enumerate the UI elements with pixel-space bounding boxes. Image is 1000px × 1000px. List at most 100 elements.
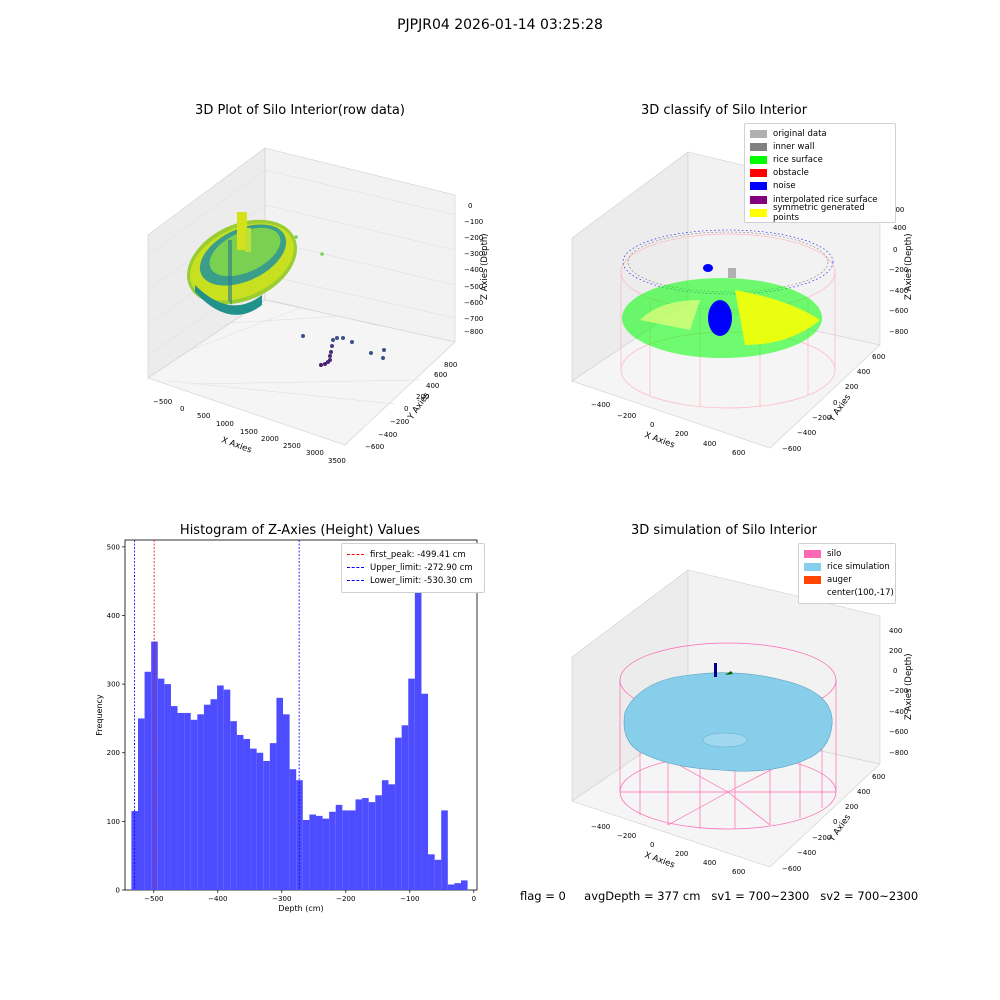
panel4-auger (714, 663, 717, 677)
legend-line (347, 554, 364, 556)
panel2-symmetric-points (735, 290, 820, 345)
panel4-x-tick: 400 (703, 859, 716, 867)
panel1-title: 3D Plot of Silo Interior(row data) (195, 103, 405, 118)
y-tick-label: 200 (107, 749, 120, 757)
legend-label: silo (827, 548, 842, 559)
legend-swatch (750, 208, 767, 217)
panel4-z-tick: −800 (889, 749, 908, 757)
panel1-z-tick: −500 (464, 283, 483, 291)
panel4-y-tick: −400 (797, 849, 816, 857)
panel1-y-tick: −600 (365, 443, 384, 451)
panel1-z-tick: −400 (464, 266, 483, 274)
panel1-x-tick: 3500 (328, 457, 346, 465)
histogram-bar (236, 734, 244, 890)
panel2-y-tick: 0 (833, 399, 837, 407)
legend-item: inner wall (750, 140, 890, 153)
panel2-inner-wall (622, 229, 834, 295)
legend-item: obstacle (750, 167, 890, 180)
panel4-floor-pane (571, 721, 881, 868)
panel1-gridlines (147, 169, 456, 405)
panel4-x-tick: 600 (732, 868, 745, 876)
histogram-bar (414, 546, 422, 890)
legend-item: auger (804, 573, 890, 586)
panel2-x-tick: −200 (617, 412, 636, 420)
panel2-title: 3D classify of Silo Interior (640, 103, 808, 118)
histogram-bar (269, 743, 277, 890)
avg-depth-text: avgDepth = 377 cm (584, 889, 701, 903)
panel2-silo-wireframe (620, 233, 836, 409)
panel3-legend: first_peak: -499.41 cm Upper_limit: -272… (341, 543, 485, 593)
panel1-left-pane (147, 147, 266, 379)
panel2-symmetric-points-left (640, 300, 700, 330)
panel1-z-ticks: 0 −100 −200 −300 −400 −500 −600 −700 −80… (464, 202, 483, 336)
legend-swatch (804, 562, 821, 571)
panel1-x-tick: 1500 (240, 428, 258, 436)
histogram-bar (164, 684, 171, 890)
panel4-x-tick: 200 (675, 850, 688, 858)
x-tick-label: −200 (336, 895, 355, 903)
panel4-left-pane (571, 569, 689, 802)
panel2-ylabel: Y Axies (827, 392, 854, 424)
panel4-y-tick: 200 (845, 803, 858, 811)
histogram-bar (137, 718, 145, 890)
histogram-bar (177, 712, 185, 890)
legend-swatch (750, 195, 767, 204)
panel4-rice-simulation (623, 672, 833, 772)
histogram-bar (190, 719, 198, 890)
panel1-z-tick: −200 (464, 234, 483, 242)
histogram-bar (315, 815, 323, 890)
panel2-y-tick: 600 (872, 353, 885, 361)
legend-label: Upper_limit: -272.90 cm (370, 562, 473, 573)
legend-swatch (804, 589, 821, 597)
histogram-bar (256, 752, 264, 890)
panel2-noise (703, 264, 736, 336)
panel1-x-tick: −500 (153, 398, 172, 406)
histogram-bar (342, 810, 349, 890)
panel1-x-tick: 1000 (216, 420, 234, 428)
panel1-y-tick: 200 (416, 393, 429, 401)
legend-swatch (750, 142, 767, 151)
panel2-y-tick: −600 (782, 445, 801, 453)
histogram-bar (223, 689, 231, 890)
panel2-x-tick: −400 (591, 401, 610, 409)
legend-label: interpolated rice surface (773, 194, 878, 205)
histogram-bar (362, 798, 369, 890)
legend-label: center(100,-17) (827, 588, 894, 599)
legend-label: symmetric generated points (773, 202, 865, 223)
legend-item: silo (804, 547, 890, 560)
legend-item: Lower_limit: -530.30 cm (347, 574, 479, 587)
histogram-bar (447, 884, 455, 890)
panel1-outlier-points (294, 235, 386, 367)
histogram-bar (243, 739, 251, 890)
histogram-bar (157, 678, 165, 890)
panel4-z-tick: −600 (889, 728, 908, 736)
histogram-bar (309, 814, 316, 890)
histogram-bar (421, 693, 429, 890)
panel1-z-tick: −300 (464, 250, 483, 258)
panel2-zlabel: Z Axies (Depth) (904, 233, 914, 300)
legend-swatch (750, 155, 767, 164)
panel1-xlabel: X Axies (220, 435, 253, 455)
panel1-z-tick: −600 (464, 299, 483, 307)
histogram-bar (441, 810, 448, 890)
histogram-bar (461, 880, 468, 890)
legend-label: noise (773, 181, 796, 192)
histogram-bar (348, 810, 356, 890)
histogram-bar (401, 725, 409, 890)
panel1-x-tick: 0 (180, 405, 184, 413)
histogram-bar (263, 760, 270, 890)
panel2-x-tick: 600 (732, 449, 745, 457)
histogram-bar (131, 811, 138, 890)
panel4-zlabel: Z Axies (Depth) (904, 653, 914, 720)
histogram-bar (322, 818, 330, 890)
histogram-bar (395, 737, 402, 890)
panel3-y-ticks: 0 100 200 300 400 500 (107, 543, 125, 895)
legend-swatch (750, 182, 767, 191)
panel2-rice-surface (622, 278, 822, 358)
legend-item: rice simulation (804, 560, 890, 573)
legend-item: first_peak: -499.41 cm (347, 548, 479, 561)
panel1-ylabel: Y Axies (406, 390, 433, 422)
panel1-x-tick: 2500 (283, 442, 301, 450)
legend-swatch (804, 549, 821, 558)
legend-label: first_peak: -499.41 cm (370, 549, 466, 560)
